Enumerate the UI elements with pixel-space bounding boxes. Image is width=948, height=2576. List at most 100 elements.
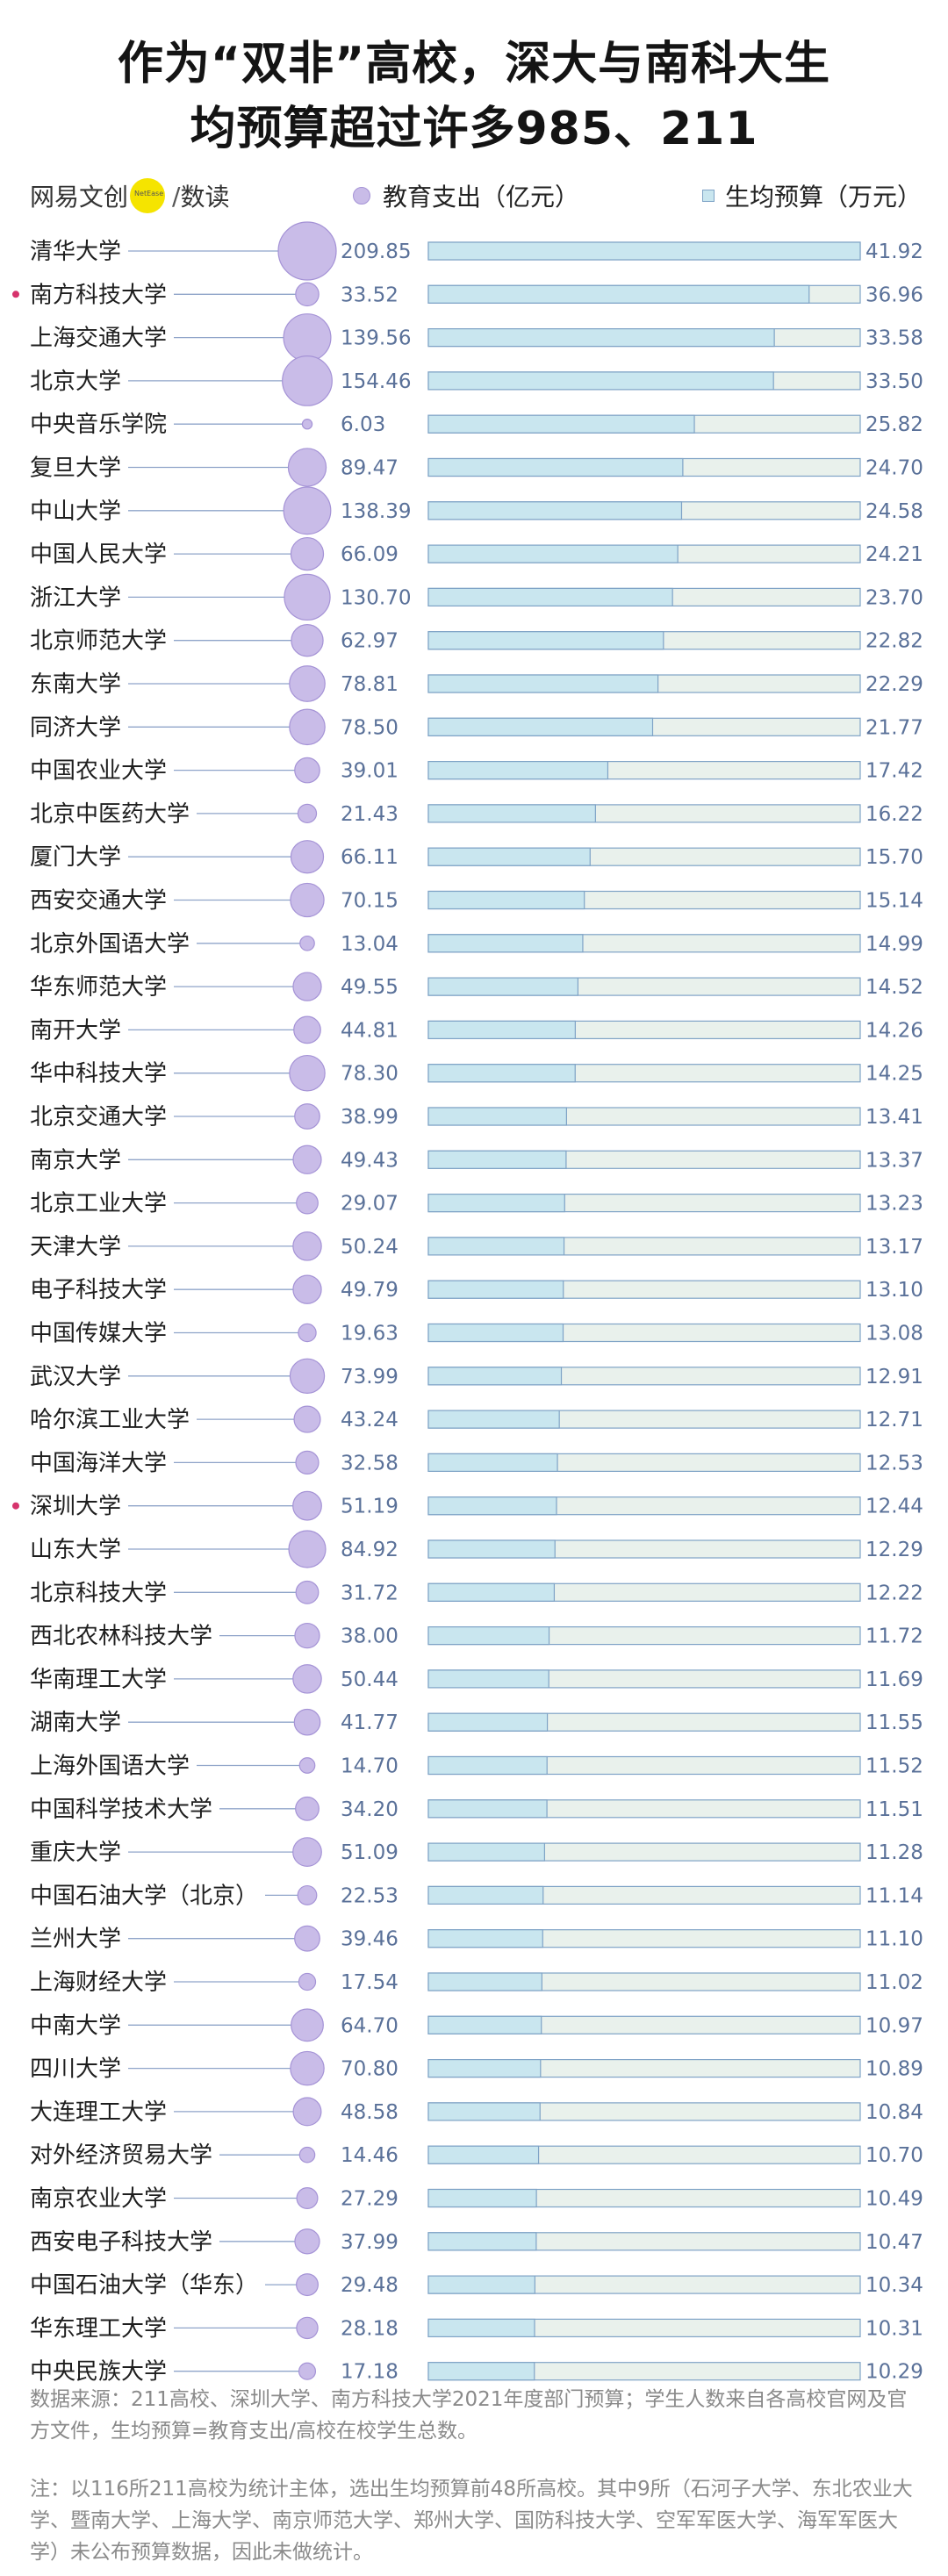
budget-value: 11.52 bbox=[865, 1755, 923, 1778]
spend-bubble bbox=[295, 1450, 320, 1475]
spend-value: 17.54 bbox=[341, 1971, 399, 1994]
budget-value: 11.55 bbox=[865, 1711, 923, 1734]
budget-value: 11.14 bbox=[865, 1884, 923, 1907]
university-label: 东南大学 bbox=[30, 671, 121, 698]
university-label: 中南大学 bbox=[30, 2013, 121, 2039]
spend-bubble bbox=[291, 2008, 324, 2042]
budget-bar bbox=[427, 1539, 556, 1559]
budget-bar bbox=[427, 1323, 564, 1343]
spend-value: 78.81 bbox=[341, 673, 399, 696]
spend-bubble bbox=[289, 1054, 326, 1092]
bar-legend-icon bbox=[701, 190, 715, 202]
spend-value: 44.81 bbox=[341, 1019, 399, 1042]
budget-bar bbox=[427, 501, 683, 520]
budget-bar bbox=[427, 1972, 542, 1991]
brand-text-3: 数读 bbox=[180, 183, 230, 212]
spend-bubble bbox=[293, 1708, 321, 1736]
budget-value: 14.25 bbox=[865, 1063, 923, 1086]
spend-value: 14.46 bbox=[341, 2144, 399, 2167]
highlight-dot bbox=[12, 291, 19, 298]
spend-value: 38.00 bbox=[341, 1625, 399, 1648]
spend-bubble bbox=[283, 486, 332, 535]
budget-bar bbox=[427, 2145, 540, 2164]
university-label: 北京中医药大学 bbox=[30, 801, 190, 828]
university-label: 南京农业大学 bbox=[30, 2186, 167, 2213]
brand-text-1: 网易 bbox=[30, 183, 80, 212]
spend-bubble bbox=[287, 448, 327, 487]
budget-value: 10.84 bbox=[865, 2101, 923, 2124]
spend-bubble bbox=[294, 1622, 320, 1649]
budget-value: 33.58 bbox=[865, 327, 923, 350]
university-label: 中国石油大学（华东） bbox=[30, 2272, 258, 2299]
spend-value: 78.50 bbox=[341, 716, 399, 739]
spend-bubble bbox=[284, 573, 331, 621]
spend-value: 14.70 bbox=[341, 1755, 399, 1778]
spend-bubble bbox=[298, 2362, 317, 2380]
highlight-dot bbox=[12, 1502, 19, 1510]
budget-value: 24.58 bbox=[865, 500, 923, 523]
budget-bar bbox=[427, 1410, 560, 1429]
spend-value: 19.63 bbox=[341, 1323, 399, 1345]
university-label: 厦门大学 bbox=[30, 844, 121, 871]
university-label: 中国人民大学 bbox=[30, 542, 167, 568]
legend-budget-label: 生均预算（万元） bbox=[724, 183, 922, 212]
budget-value: 15.70 bbox=[865, 846, 923, 869]
budget-value: 12.44 bbox=[865, 1496, 923, 1518]
budget-bar bbox=[427, 414, 695, 434]
spend-bubble bbox=[292, 1274, 322, 1304]
spend-bubble bbox=[298, 1972, 317, 1991]
spend-bubble bbox=[292, 1144, 322, 1174]
budget-value: 14.26 bbox=[865, 1019, 923, 1042]
budget-bar bbox=[427, 328, 775, 348]
spend-value: 29.07 bbox=[341, 1193, 399, 1216]
spend-value: 33.52 bbox=[341, 283, 399, 306]
spend-value: 41.77 bbox=[341, 1711, 399, 1734]
spend-value: 89.47 bbox=[341, 457, 399, 480]
university-label: 天津大学 bbox=[30, 1234, 121, 1260]
university-label: 华南理工大学 bbox=[30, 1667, 167, 1693]
title-line-2: 均预算超过许多985、211 bbox=[190, 103, 758, 155]
budget-bar bbox=[427, 1064, 576, 1083]
brand-slash: / bbox=[172, 181, 181, 211]
university-label: 清华大学 bbox=[30, 239, 121, 265]
budget-value: 12.29 bbox=[865, 1539, 923, 1561]
spend-bubble bbox=[294, 757, 320, 784]
university-label: 北京师范大学 bbox=[30, 628, 167, 655]
budget-bar bbox=[427, 544, 679, 563]
budget-bar bbox=[427, 1367, 563, 1386]
spend-bubble bbox=[292, 1231, 322, 1261]
budget-bar bbox=[427, 1237, 565, 1256]
university-label: 北京交通大学 bbox=[30, 1104, 167, 1130]
budget-value: 13.41 bbox=[865, 1106, 923, 1129]
budget-value: 10.89 bbox=[865, 2058, 923, 2081]
university-label: 中国科学技术大学 bbox=[30, 1797, 212, 1823]
budget-bar bbox=[427, 284, 810, 304]
university-label: 北京科技大学 bbox=[30, 1580, 167, 1606]
spend-bubble bbox=[292, 1664, 322, 1694]
spend-bubble bbox=[298, 1323, 317, 1343]
university-label: 上海外国语大学 bbox=[30, 1754, 190, 1780]
budget-bar bbox=[427, 1799, 548, 1819]
budget-bar bbox=[427, 2015, 542, 2034]
spend-bubble bbox=[289, 1358, 326, 1394]
university-label: 哈尔滨工业大学 bbox=[30, 1407, 190, 1433]
university-label: 深圳大学 bbox=[30, 1494, 121, 1520]
budget-bar bbox=[427, 890, 585, 910]
budget-value: 12.71 bbox=[865, 1409, 923, 1432]
budget-bar bbox=[427, 2275, 535, 2294]
university-label: 中山大学 bbox=[30, 499, 121, 525]
budget-value: 11.10 bbox=[865, 1928, 923, 1951]
spend-value: 50.24 bbox=[341, 1236, 399, 1259]
budget-bar bbox=[427, 2232, 537, 2251]
university-label: 中国传媒大学 bbox=[30, 1321, 167, 1347]
budget-bar bbox=[427, 1712, 549, 1732]
spend-bubble bbox=[297, 1884, 318, 1905]
spend-bubble bbox=[298, 1757, 316, 1774]
budget-value: 11.02 bbox=[865, 1971, 923, 1994]
budget-value: 24.70 bbox=[865, 457, 923, 480]
spend-bubble bbox=[290, 2050, 325, 2086]
university-label: 中国农业大学 bbox=[30, 758, 167, 785]
university-label: 北京工业大学 bbox=[30, 1191, 167, 1217]
spend-value: 37.99 bbox=[341, 2231, 399, 2254]
budget-value: 10.47 bbox=[865, 2231, 923, 2254]
